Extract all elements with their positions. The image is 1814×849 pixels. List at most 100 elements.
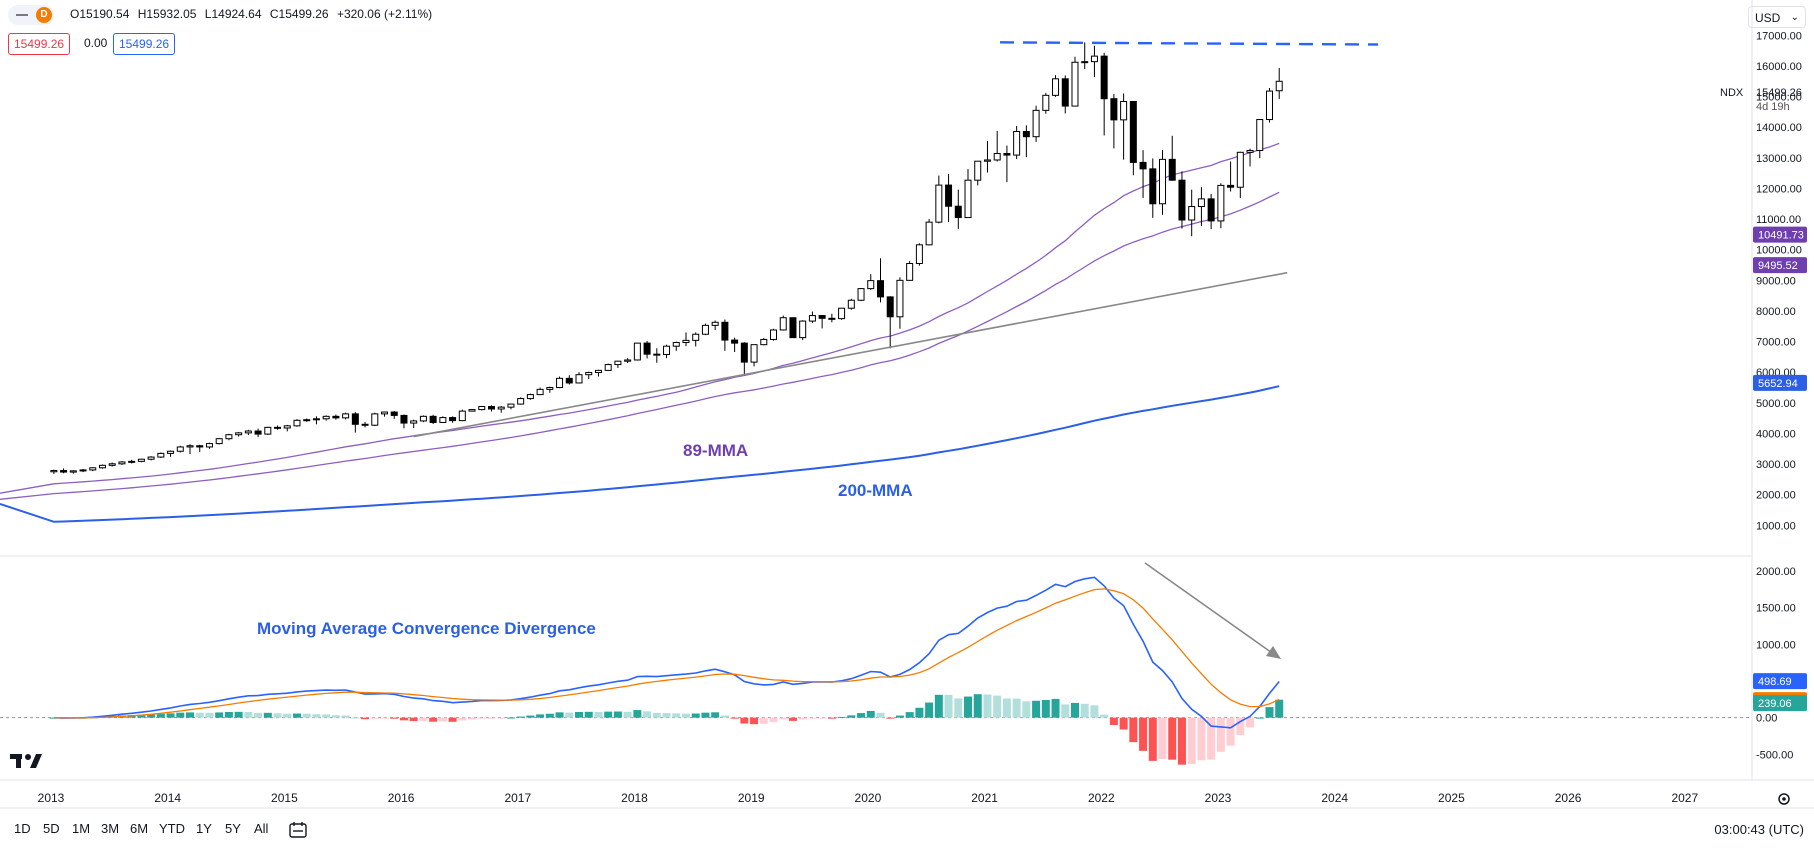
histogram-bar <box>302 713 311 718</box>
svg-text:239.06: 239.06 <box>1758 698 1792 710</box>
candle <box>818 314 826 329</box>
bid-badge[interactable]: 15499.26 <box>8 33 71 55</box>
ohlc-legend: O15190.54 H15932.05 L14924.64 C15499.26 … <box>70 7 437 21</box>
candle <box>983 140 991 173</box>
candle <box>1256 119 1264 159</box>
interval-badge[interactable]: D <box>36 7 52 23</box>
histogram-bar <box>1236 717 1245 736</box>
candle <box>400 414 408 429</box>
candle <box>711 320 719 330</box>
histogram-bar <box>827 717 836 719</box>
candle <box>799 320 807 341</box>
candle <box>847 298 855 310</box>
resistance-line <box>999 41 1379 46</box>
histogram-bar <box>788 717 797 721</box>
histogram-bar <box>1226 717 1235 746</box>
histogram-bar <box>584 711 593 718</box>
histogram-bar <box>1012 698 1021 718</box>
histogram-bar <box>1061 704 1070 718</box>
symbol-pill[interactable]: D <box>8 5 54 25</box>
candle <box>342 412 350 420</box>
candle <box>507 403 515 410</box>
time-tick-label: 2021 <box>971 791 998 805</box>
range-button-all[interactable]: All <box>254 821 269 836</box>
candle <box>157 452 165 458</box>
range-button-ytd[interactable]: YTD <box>159 821 185 836</box>
candle <box>594 369 602 377</box>
candle <box>1081 42 1089 70</box>
candle <box>731 337 739 353</box>
ma200-caption: 200-MMA <box>838 481 913 500</box>
histogram-bar <box>623 711 632 718</box>
annotations: 89-MMA 200-MMA Moving Average Convergence … <box>257 41 1379 659</box>
histogram-bar <box>341 715 350 718</box>
range-button-5d[interactable]: 5D <box>43 821 60 836</box>
candle <box>974 160 982 186</box>
candle <box>487 405 495 412</box>
range-button-1d[interactable]: 1D <box>14 821 31 836</box>
histogram-bar <box>886 717 895 719</box>
histogram-bar <box>701 712 710 718</box>
candle <box>867 274 875 290</box>
range-button-6m[interactable]: 6M <box>130 821 149 836</box>
candle <box>50 469 58 474</box>
candle <box>672 341 680 351</box>
ohlc-open: O15190.54 <box>70 7 130 21</box>
candle <box>1217 183 1225 229</box>
candle <box>1236 151 1244 198</box>
ask-badge[interactable]: 15499.26 <box>113 33 176 55</box>
clock[interactable]: 03:00:43 (UTC) <box>1714 822 1804 837</box>
histogram-bar <box>176 712 185 718</box>
histogram-bar <box>419 717 428 721</box>
range-button-3m[interactable]: 3M <box>101 821 120 836</box>
histogram-bar <box>205 712 214 718</box>
candlestick-series[interactable] <box>50 42 1283 474</box>
price-axis[interactable]: 17000.00 16000.00 15000.00 14000.00 13000.00… <box>1756 30 1802 761</box>
ma-200-line <box>0 385 1280 523</box>
time-tick-label: 2016 <box>388 791 415 805</box>
histogram-bar <box>1216 717 1225 752</box>
histogram-bar <box>1158 717 1167 760</box>
candle <box>633 342 641 361</box>
range-button-1m[interactable]: 1M <box>72 821 91 836</box>
range-button-1y[interactable]: 1Y <box>196 821 212 836</box>
histogram-bar <box>1090 705 1099 718</box>
histogram-bar <box>545 713 554 718</box>
candle <box>244 429 252 436</box>
candle <box>497 405 505 413</box>
price-tick-label: 10000.00 <box>1756 245 1802 257</box>
candle <box>1275 68 1283 99</box>
date-range-icon[interactable] <box>289 822 307 838</box>
candle <box>1168 135 1176 181</box>
candle <box>419 415 427 423</box>
histogram-bar <box>224 711 233 718</box>
histogram-bar <box>681 713 690 718</box>
currency-select[interactable]: USD ⌄ <box>1748 6 1806 28</box>
histogram-bar <box>769 717 778 723</box>
candle <box>449 416 457 423</box>
histogram-bar <box>720 715 729 718</box>
time-tick-label: 2026 <box>1555 791 1582 805</box>
price-tick-label: 8000.00 <box>1756 306 1796 318</box>
price-tick-label: 3000.00 <box>1756 459 1796 471</box>
candle <box>886 296 894 349</box>
candle <box>147 456 155 461</box>
histogram-bar <box>643 711 652 718</box>
candle <box>1149 158 1157 218</box>
histogram-bar <box>1041 699 1050 718</box>
time-tick-label: 2022 <box>1088 791 1115 805</box>
settings-gear-icon[interactable] <box>1778 793 1790 805</box>
histogram-bar <box>798 717 807 720</box>
macd-tick-label: 1000.00 <box>1756 639 1796 651</box>
candle <box>1022 125 1030 158</box>
ohlc-change: +320.06 (+2.11%) <box>336 7 433 21</box>
ohlc-low: L14924.64 <box>204 7 262 21</box>
candle <box>1188 189 1196 237</box>
candle <box>1159 149 1167 215</box>
range-button-5y[interactable]: 5Y <box>225 821 241 836</box>
price-tick-label: 14000.00 <box>1756 122 1802 134</box>
histogram-bar <box>652 712 661 718</box>
time-axis[interactable]: 2013 2014 2015 2016 2017 2018 2019 2020 2021 2022… <box>38 791 1699 805</box>
svg-text:10491.73: 10491.73 <box>1758 230 1804 242</box>
